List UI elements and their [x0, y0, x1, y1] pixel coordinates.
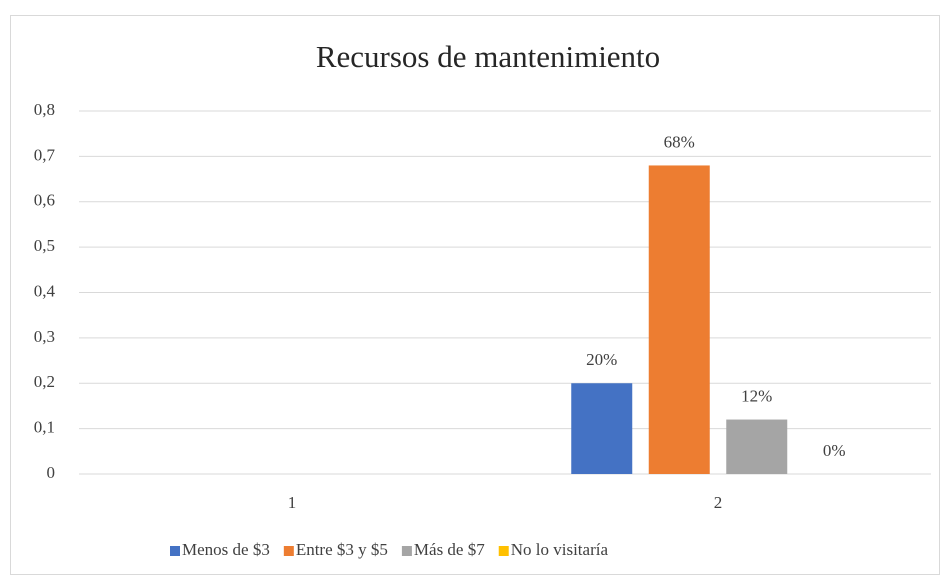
bar [571, 383, 633, 474]
legend-swatch [498, 546, 509, 556]
data-label: 0% [823, 441, 846, 460]
y-tick-label: 0,4 [34, 281, 56, 300]
y-tick-label: 0,6 [34, 191, 55, 210]
legend-label: Menos de $3 [182, 540, 270, 559]
legend-label: No lo visitaría [511, 540, 609, 559]
data-label: 12% [741, 386, 772, 405]
legend-label: Entre $3 y $5 [296, 540, 388, 559]
y-tick-label: 0,3 [34, 327, 55, 346]
y-tick-label: 0,7 [34, 145, 56, 164]
chart-title: Recursos de mantenimiento [316, 39, 660, 74]
data-label: 68% [664, 132, 695, 151]
y-tick-label: 0,8 [34, 100, 55, 119]
bar [648, 165, 710, 474]
data-label: 20% [586, 350, 617, 369]
y-tick-label: 0 [47, 463, 56, 482]
y-tick-label: 0,5 [34, 236, 55, 255]
x-tick-label: 1 [288, 493, 297, 512]
legend-swatch [170, 546, 180, 556]
legend-swatch [283, 546, 294, 556]
legend-label: Más de $7 [414, 540, 485, 559]
bar [726, 419, 788, 474]
y-tick-label: 0,2 [34, 372, 55, 391]
x-tick-label: 2 [714, 493, 723, 512]
chart-border [10, 15, 940, 575]
y-tick-label: 0,1 [34, 418, 55, 437]
legend-swatch [401, 546, 412, 556]
